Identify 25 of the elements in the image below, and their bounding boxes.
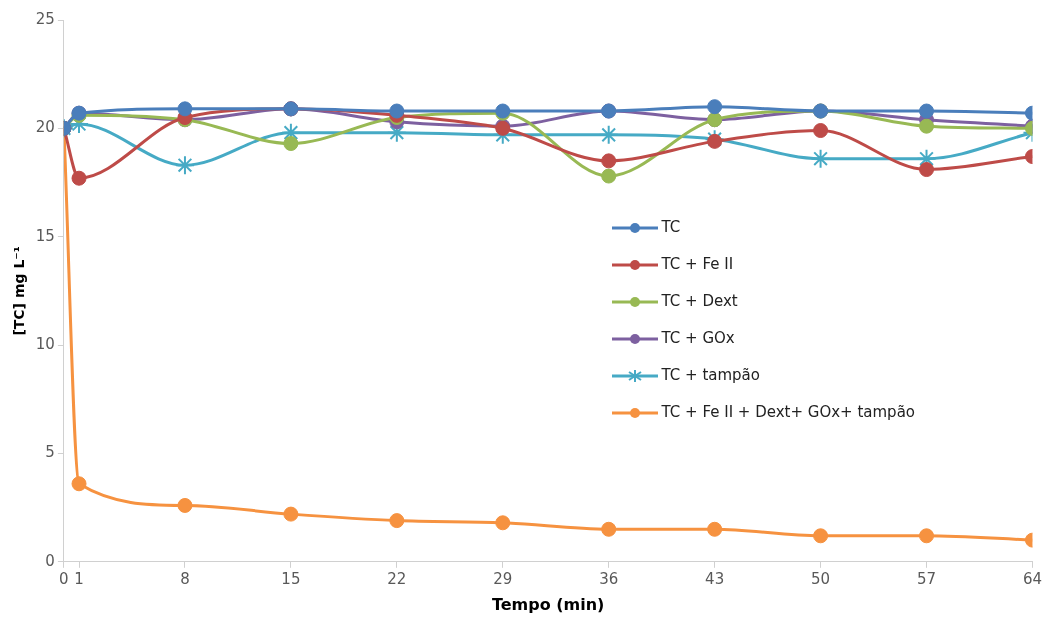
legend-label: TC [661,218,681,236]
x-tick-label: 8 [180,569,190,588]
legend-label: TC + Fe II [661,255,734,273]
x-tick-label: 15 [281,569,301,588]
y-axis-title: [TC] mg L⁻¹ [11,246,28,336]
x-tick-label: 43 [705,569,725,588]
y-tick-label: 15 [35,226,55,245]
x-tick-label: 64 [1022,569,1042,588]
legend-label: TC + Dext [661,292,738,310]
x-axis-title: Tempo (min) [491,594,605,614]
x-tick-label: 36 [599,569,619,588]
y-tick-label: 20 [35,118,55,137]
y-tick-label: 0 [45,551,55,570]
y-tick-label: 25 [35,9,55,28]
x-tick-label: 0 [59,569,69,588]
legend-label: TC + tampão [661,366,760,384]
legend-label: TC + Fe II + Dext+ GOx+ tampão [661,403,915,421]
x-tick-label: 22 [387,569,407,588]
x-tick-label: 57 [916,569,937,588]
x-tick-label: 50 [811,569,831,588]
x-tick-label: 29 [493,569,513,588]
x-tick-label: 1 [74,569,84,588]
y-tick-label: 5 [45,443,55,462]
y-tick-label: 10 [35,334,55,353]
legend-label: TC + GOx [661,329,735,347]
